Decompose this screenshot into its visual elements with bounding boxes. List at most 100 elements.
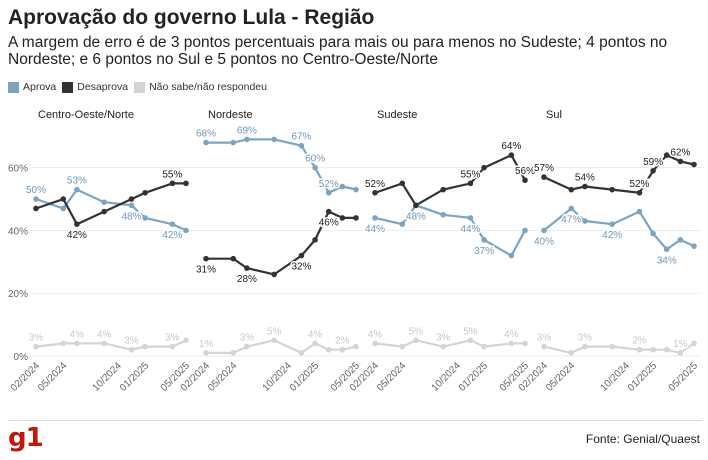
aprova-point xyxy=(522,227,528,234)
nsnr-data-label: 5% xyxy=(409,326,424,337)
nsnr-point xyxy=(522,340,528,347)
nsnr-line xyxy=(206,339,357,354)
nsnr-data-label: 2% xyxy=(632,336,647,347)
legend-item-aprova: Aprova xyxy=(8,81,56,93)
nsnr-point xyxy=(271,337,277,344)
desaprova-line xyxy=(374,154,526,207)
aprova-point xyxy=(691,243,697,249)
nsnr-data-label: 4% xyxy=(97,329,112,340)
footer-divider xyxy=(8,420,702,421)
nsnr-data-label: 3% xyxy=(165,333,180,344)
nsnr-point xyxy=(353,343,359,350)
desaprova-point xyxy=(33,205,39,212)
aprova-line xyxy=(35,188,187,232)
desaprova-point xyxy=(467,180,474,187)
aprova-data-label: 53% xyxy=(67,176,87,187)
x-tick-label: 01/2025 xyxy=(288,360,322,394)
desaprova-point xyxy=(230,255,237,262)
nsnr-point xyxy=(650,346,656,353)
aprova-data-label: 50% xyxy=(26,185,46,196)
legend-item-desaprova: Desaprova xyxy=(62,81,128,93)
nsnr-data-label: 5% xyxy=(267,326,282,337)
aprova-point xyxy=(271,136,277,143)
nsnr-point xyxy=(142,343,148,350)
legend-item-nsnr: Não sabe/não respondeu xyxy=(134,81,267,93)
nsnr-point xyxy=(399,343,406,350)
aprova-point xyxy=(298,142,305,149)
aprova-point xyxy=(372,215,378,221)
aprova-point xyxy=(353,186,359,193)
aprova-point xyxy=(582,218,588,224)
aprova-data-label: 34% xyxy=(657,255,677,266)
nsnr-data-label: 5% xyxy=(463,326,478,337)
x-tick-label: 05/2024 xyxy=(375,360,409,394)
nsnr-point xyxy=(60,340,67,347)
nsnr-point xyxy=(339,346,346,353)
aprova-point xyxy=(636,208,643,215)
nsnr-point xyxy=(467,337,474,344)
legend-label-desaprova: Desaprova xyxy=(77,81,129,93)
nsnr-data-label: 3% xyxy=(537,333,552,344)
nsnr-data-label: 4% xyxy=(504,329,519,340)
desaprova-point xyxy=(481,164,487,171)
nsnr-data-label: 3% xyxy=(578,333,593,344)
desaprova-point xyxy=(691,161,697,168)
nsnr-data-label: 1% xyxy=(673,339,688,350)
aprova-data-label: 48% xyxy=(121,211,141,222)
panel-title: Sudeste xyxy=(377,109,417,121)
nsnr-point xyxy=(203,350,209,356)
desaprova-point xyxy=(609,186,615,193)
desaprova-point xyxy=(413,202,419,209)
nsnr-point xyxy=(128,346,135,353)
legend: Aprova Desaprova Não sabe/não respondeu xyxy=(8,81,273,93)
nsnr-point xyxy=(230,350,237,356)
nsnr-point xyxy=(298,350,305,356)
desaprova-data-label: 54% xyxy=(575,173,595,184)
aprova-point xyxy=(33,196,39,202)
desaprova-point xyxy=(74,221,80,227)
desaprova-point xyxy=(183,180,189,187)
nsnr-point xyxy=(244,343,250,350)
aprova-data-label: 47% xyxy=(561,214,581,225)
aprova-point xyxy=(128,202,135,209)
x-tick-label: 01/2025 xyxy=(457,360,491,394)
chart-subtitle: A margem de erro é de 3 pontos percentua… xyxy=(8,34,668,68)
desaprova-point xyxy=(399,180,406,187)
x-tick-label: 05/2024 xyxy=(544,360,578,394)
aprova-point xyxy=(60,205,67,212)
y-tick-label: 60% xyxy=(8,164,28,175)
nsnr-point xyxy=(691,340,697,347)
desaprova-point xyxy=(568,186,575,193)
nsnr-line xyxy=(35,339,187,351)
aprova-data-label: 60% xyxy=(305,154,325,165)
aprova-data-label: 68% xyxy=(196,129,216,140)
desaprova-data-label: 31% xyxy=(196,265,216,276)
desaprova-point xyxy=(203,255,209,262)
desaprova-line xyxy=(35,182,186,226)
aprova-point xyxy=(399,221,406,227)
desaprova-point xyxy=(101,208,107,215)
desaprova-point xyxy=(440,186,446,193)
legend-label-aprova: Aprova xyxy=(23,81,57,93)
aprova-point xyxy=(183,227,189,234)
nsnr-point xyxy=(541,343,547,350)
desaprova-data-label: 57% xyxy=(534,163,554,174)
g1-logo: g1 xyxy=(8,423,44,453)
aprova-point xyxy=(325,189,332,196)
desaprova-point xyxy=(650,168,656,174)
nsnr-point xyxy=(183,337,189,344)
desaprova-point xyxy=(636,189,643,196)
desaprova-point xyxy=(60,196,67,202)
aprova-point xyxy=(440,211,446,218)
aprova-data-label: 42% xyxy=(602,230,622,241)
nsnr-data-label: 3% xyxy=(29,333,44,344)
desaprova-data-label: 62% xyxy=(670,147,690,158)
nsnr-point xyxy=(33,343,39,350)
desaprova-data-label: 55% xyxy=(460,169,480,180)
desaprova-point xyxy=(298,252,305,259)
aprova-point xyxy=(541,227,547,234)
nsnr-point xyxy=(169,343,176,350)
aprova-point xyxy=(101,199,107,205)
desaprova-point xyxy=(522,177,528,184)
desaprova-point xyxy=(142,189,148,196)
